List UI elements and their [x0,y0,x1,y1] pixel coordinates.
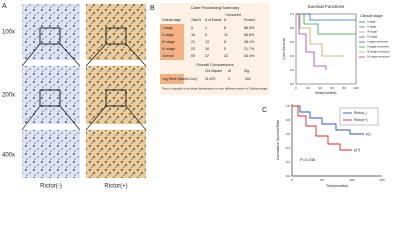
legend-entry: II stage-censored [367,45,389,49]
summary-table [160,3,270,95]
magnification: 200x [2,93,15,99]
legend-entry: Rictor(-) [354,111,367,115]
table-cell: Overall [162,54,174,58]
figure: A 100x 200x 400x Rictor(-) Rictor(+) B Case Pro… [2,3,390,190]
x-tick-label: 50 [320,178,324,182]
chart-title: Survival Functions [308,4,346,9]
y-tick-label: 0.6 [286,132,291,136]
curve-label: p(+) [354,148,360,152]
table-cell: 88.9% [244,26,255,30]
panel-label: C [262,107,267,114]
y-tick-label: 0.2 [286,160,291,164]
table-cell: 37 [205,54,209,58]
y-tick-label: 1.0 [286,104,291,108]
table-header: N [224,18,227,22]
group-label: Rictor(+) [104,184,127,190]
table-cell: 5 [205,33,207,37]
magnification: 400x [2,153,15,159]
table-header: Clinical stage [162,18,181,22]
panel-label: A [2,3,7,10]
y-tick-label: 0.6 [290,40,295,44]
table-cell: 46.4% [244,54,255,58]
table-header: N of Events [205,18,222,22]
legend-entry: IV stage-censored [367,55,390,59]
table-header: Censored [225,13,240,17]
legend-entry: I stage [367,20,376,24]
table-header: Chi-Square [205,69,222,73]
table-cell: 1 [205,26,207,30]
x-tick-label: 150 [379,178,384,182]
x-tick-label: 0 [291,178,293,182]
axis-label: Cum Survival [282,38,286,60]
table-cell: 9 [191,26,193,30]
p-value: P=0.038 [300,157,316,162]
legend-title: Clinical stage [360,14,383,18]
legend-entry: I stage-censored [367,40,388,44]
page: {"panel_a": {"label": "A", "magnificatio… [2,2,391,190]
axis-label: Cumulative Survival Rate [276,120,280,160]
legend-entry: III stage [367,30,377,34]
table-cell: 3 [228,77,230,81]
x-tick-label: 40 [318,86,322,90]
y-tick-label: 0.2 [290,68,295,72]
table-cell: II stage [162,33,174,37]
legend-entry: III stage-censored [367,50,390,54]
km-chart [291,104,382,177]
y-tick-label: 0.8 [290,26,295,30]
table-note: Test of equality of survival distributio… [162,87,268,91]
x-tick-label: 100 [349,178,354,182]
axis-label: time(months) [316,91,337,95]
legend-entry: II stage [367,25,377,29]
table-title: Case Processing Summary [191,5,239,10]
y-tick-label: 0.4 [286,146,291,150]
table-cell: 32 [224,54,228,58]
table-cell: I stage [162,26,173,30]
table-cell: 38.1% [244,40,255,44]
y-tick-label: 1.0 [290,12,295,16]
table-cell: 11 [224,33,228,37]
table-cell: Log Rank (Mantel-Cox) [162,77,197,81]
table-cell: 13 [205,40,209,44]
table-cell: 68.8% [244,33,255,37]
group-label: Rictor(-) [40,184,62,190]
table-cell: 31.879 [205,77,215,81]
table-cell: 5 [224,47,226,51]
table-cell: 69 [191,54,195,58]
x-tick-label: 0 [295,86,297,90]
table-header: Sig. [244,69,250,73]
table-title: Overall Comparisons [196,62,233,67]
table-cell: 21.7% [244,47,255,51]
table-header: Percent [244,18,255,22]
curve-label: p(-) [366,132,371,136]
table-cell: 21 [191,40,195,44]
x-tick-label: 100 [353,86,358,90]
x-tick-label: 20 [306,86,310,90]
table-cell: 8 [224,26,226,30]
legend-entry: IV stage [367,35,378,39]
y-tick-label: 0.0 [290,82,295,86]
y-tick-label: 0.8 [286,118,291,122]
magnification: 100x [2,30,15,36]
table-cell: 18 [205,47,209,51]
axis-label: Time(months) [326,184,348,188]
table-cell: IV stage [162,47,175,51]
y-tick-label: 0.0 [286,174,291,178]
panel-label: B [150,5,155,12]
table-cell: III stage [162,40,175,44]
y-tick-label: 0.4 [290,54,295,58]
table-header: df [228,69,231,73]
table-cell: .000 [244,77,251,81]
x-tick-label: 60 [330,86,334,90]
legend-entry: Rictor(+) [354,118,368,122]
table-cell: 8 [224,40,226,44]
table-cell: 16 [191,33,195,37]
table-cell: 23 [191,47,195,51]
x-tick-label: 80 [342,86,346,90]
table-header: Total N [191,18,202,22]
survival-chart [295,13,357,85]
micrographs [21,4,147,178]
